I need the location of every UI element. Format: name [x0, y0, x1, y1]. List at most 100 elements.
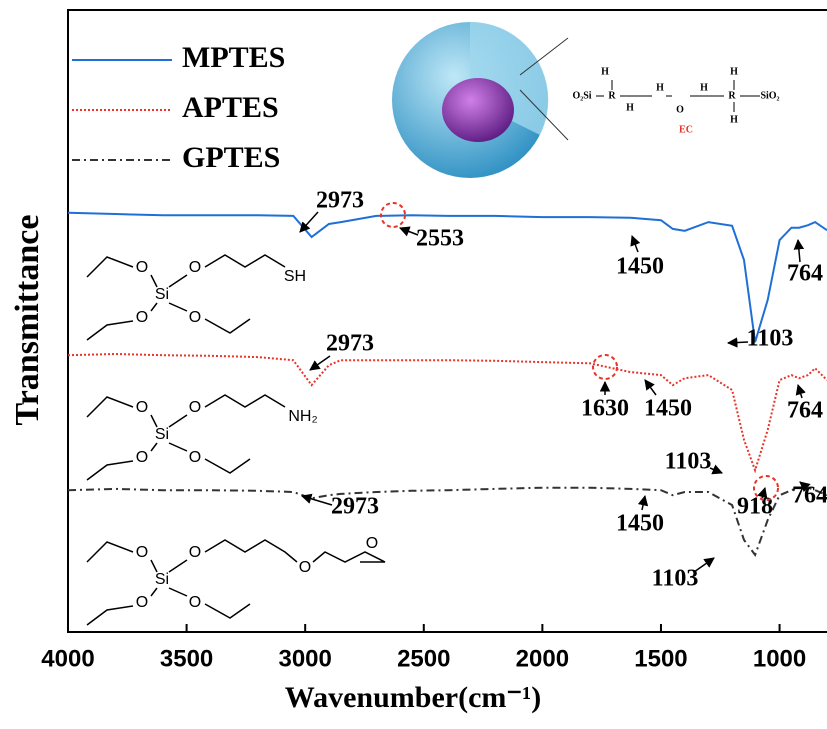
y-axis-label: Transmittance	[9, 215, 46, 426]
x-tick-label: 1000	[753, 645, 806, 672]
series-line	[68, 488, 827, 555]
atom-label: Si	[155, 426, 169, 443]
atom-label: O	[189, 259, 201, 276]
annotation-arrow	[642, 496, 645, 510]
inset-label: H	[626, 102, 634, 113]
atom-label: O	[189, 309, 201, 326]
atom-label: O	[136, 544, 148, 561]
inset	[392, 22, 568, 178]
bond	[205, 540, 297, 562]
annotation-arrow	[728, 342, 748, 343]
annotation: 1450	[616, 511, 664, 537]
atom-label: O	[136, 309, 148, 326]
annotation: 1450	[644, 396, 692, 422]
annotation: 2973	[326, 331, 374, 357]
annotation-arrow	[300, 212, 318, 232]
x-tick-label: 1500	[634, 645, 687, 672]
bond	[313, 552, 385, 562]
atom-label: O	[189, 594, 201, 611]
annotation: 2553	[416, 226, 464, 252]
atom-label: Si	[155, 571, 169, 588]
atom-label: O	[136, 399, 148, 416]
bond	[87, 397, 133, 417]
bond	[87, 321, 133, 340]
atom-label: O	[366, 535, 378, 552]
bond	[151, 443, 157, 451]
annotation: 2973	[331, 494, 379, 520]
atom-label: SH	[284, 268, 306, 285]
atom-label: O	[136, 449, 148, 466]
annotation-arrow	[310, 356, 330, 370]
bond	[169, 560, 187, 572]
chart: Transmittance Wavenumber(cm⁻¹) 4000 3500 3…	[0, 0, 827, 724]
atom-label: O	[136, 259, 148, 276]
x-tick-label: 3000	[278, 645, 331, 672]
inset-label: H	[730, 66, 738, 77]
bond	[205, 459, 250, 473]
bond	[151, 415, 157, 427]
annotation: 1630	[581, 396, 629, 422]
inset-label: H	[601, 66, 609, 77]
annotation-arrow	[632, 236, 638, 252]
annotation: 764	[787, 398, 823, 424]
x-tick-label: 2500	[397, 645, 450, 672]
annotation-arrow	[798, 240, 800, 262]
atom-label: O	[136, 594, 148, 611]
bond	[205, 395, 285, 407]
bond	[169, 588, 187, 596]
legend-label: MPTES	[182, 41, 285, 74]
inset-core	[442, 78, 514, 142]
bond	[205, 255, 285, 267]
bond	[169, 303, 187, 311]
annotation-arrow	[302, 496, 332, 505]
inset-label: H	[700, 82, 708, 93]
inset-label: O	[676, 104, 684, 115]
atom-label: NH₂	[288, 408, 317, 425]
atom-label: O	[189, 449, 201, 466]
bond	[205, 604, 250, 618]
bond	[151, 588, 157, 596]
annotation-arrow	[798, 385, 802, 398]
bond	[151, 303, 157, 311]
annotation: 1450	[616, 254, 664, 280]
bond	[151, 275, 157, 287]
structure: O O Si O O O O	[87, 535, 385, 625]
x-tick-label: 4000	[41, 645, 94, 672]
annotation: 918	[737, 494, 773, 520]
bond	[87, 606, 133, 625]
structure: O O Si O O SH	[87, 255, 306, 340]
legend-label: GPTES	[182, 141, 280, 174]
annotation-arrow	[645, 380, 656, 395]
inset-label: O₂Si	[572, 90, 591, 101]
x-tick-label: 3500	[160, 645, 213, 672]
inset-label: H	[730, 114, 738, 125]
annotation: 2973	[316, 188, 364, 214]
inset-label: H	[656, 82, 664, 93]
annotation: 1103	[652, 566, 699, 592]
bond	[87, 257, 133, 277]
annotation-arrow	[710, 468, 722, 473]
atom-label: O	[189, 544, 201, 561]
inset-label: EC	[679, 124, 693, 135]
x-tick-label: 2000	[516, 645, 569, 672]
bond	[169, 275, 187, 287]
inset-label: R	[608, 90, 616, 101]
atom-label: Si	[155, 286, 169, 303]
bond	[169, 443, 187, 451]
bond	[87, 542, 133, 562]
structure: O O Si O O NH₂	[87, 395, 318, 480]
series-line	[68, 354, 827, 470]
legend-label: APTES	[182, 91, 279, 124]
x-axis-label: Wavenumber(cm⁻¹)	[285, 681, 541, 714]
atom-label: O	[299, 559, 311, 576]
annotation: 1103	[747, 326, 794, 352]
annotation: 764	[787, 261, 823, 287]
inset-label: SiO₂	[760, 90, 779, 101]
atom-label: O	[189, 399, 201, 416]
annotation: 1103	[665, 449, 712, 475]
inset-label: R	[728, 90, 736, 101]
annotation: 764	[792, 483, 827, 509]
bond	[87, 461, 133, 480]
bond	[169, 415, 187, 427]
bond	[205, 319, 250, 333]
